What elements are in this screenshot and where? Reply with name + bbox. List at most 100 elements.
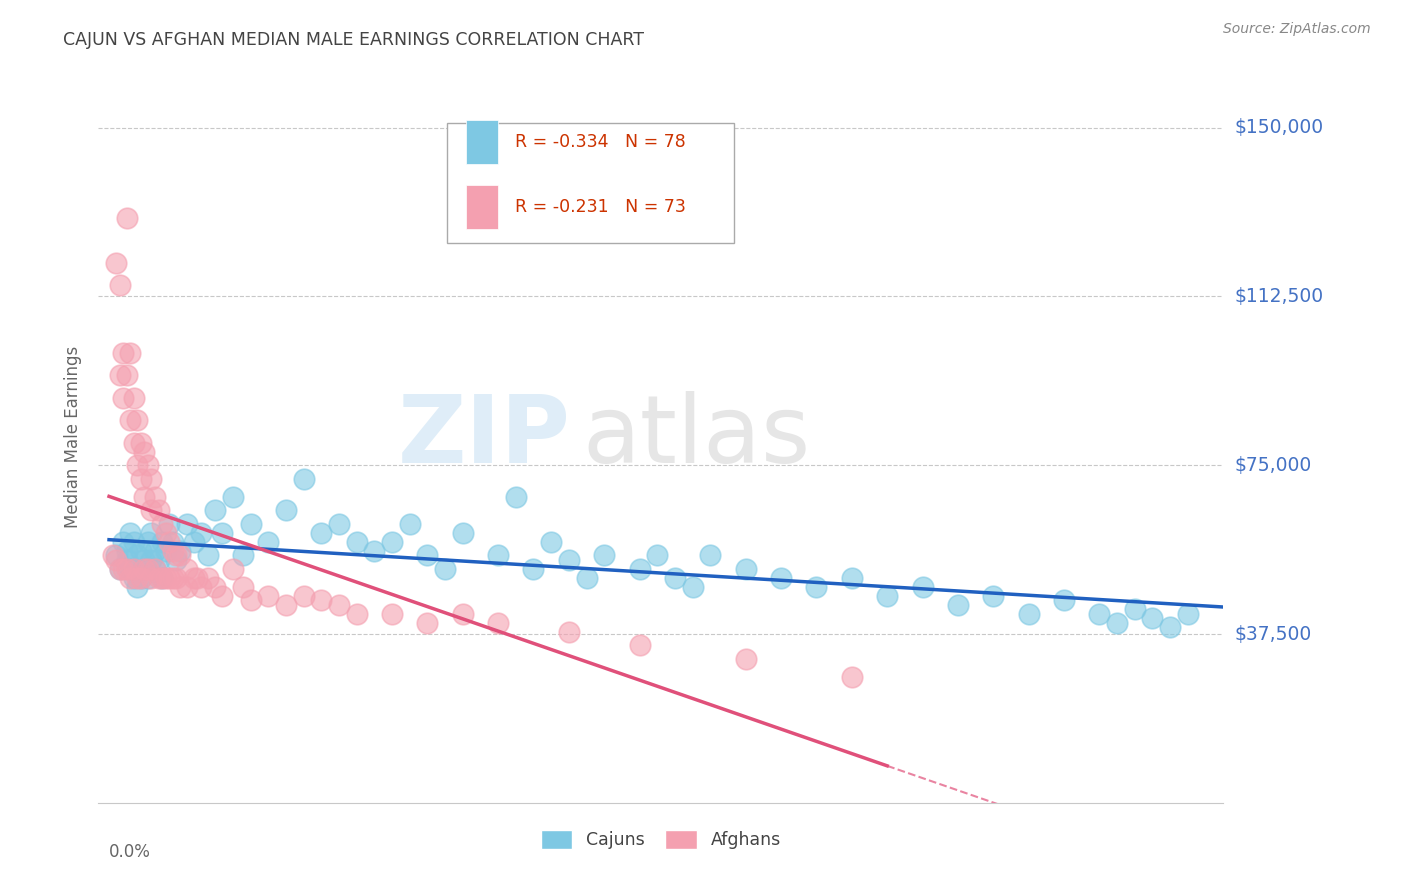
Point	[129, 571, 152, 585]
Point	[274, 598, 297, 612]
FancyBboxPatch shape	[467, 120, 498, 164]
FancyBboxPatch shape	[467, 185, 498, 228]
Point	[346, 534, 368, 549]
Point	[398, 516, 420, 531]
Point	[141, 503, 163, 517]
Point	[143, 562, 166, 576]
Point	[115, 368, 138, 383]
Text: 0.0%: 0.0%	[110, 843, 150, 861]
Point	[486, 548, 509, 562]
Point	[363, 543, 385, 558]
Point	[112, 391, 135, 405]
Point	[1088, 607, 1111, 621]
Point	[628, 562, 651, 576]
Point	[115, 562, 138, 576]
Point	[734, 652, 756, 666]
Point	[134, 444, 156, 458]
Point	[105, 255, 128, 269]
Point	[222, 490, 245, 504]
Point	[232, 580, 254, 594]
Point	[981, 589, 1004, 603]
Point	[127, 571, 149, 585]
Text: atlas: atlas	[582, 391, 810, 483]
Point	[155, 525, 177, 540]
Point	[1107, 615, 1129, 630]
Point	[112, 534, 135, 549]
Point	[257, 589, 280, 603]
Point	[122, 391, 145, 405]
Point	[575, 571, 598, 585]
Text: $75,000: $75,000	[1234, 456, 1312, 475]
Point	[309, 525, 332, 540]
Y-axis label: Median Male Earnings: Median Male Earnings	[63, 346, 82, 528]
Point	[593, 548, 616, 562]
Point	[108, 562, 131, 576]
Point	[122, 571, 145, 585]
Point	[946, 598, 969, 612]
Point	[112, 345, 135, 359]
Point	[129, 435, 152, 450]
Text: R = -0.334   N = 78: R = -0.334 N = 78	[515, 133, 685, 152]
Point	[157, 571, 180, 585]
Point	[876, 589, 898, 603]
Point	[134, 553, 156, 567]
Point	[1177, 607, 1199, 621]
Point	[143, 543, 166, 558]
Point	[108, 368, 131, 383]
Point	[162, 534, 184, 549]
Point	[143, 490, 166, 504]
Point	[108, 562, 131, 576]
Point	[122, 562, 145, 576]
Point	[134, 562, 156, 576]
Point	[558, 624, 581, 639]
Point	[197, 548, 219, 562]
Point	[664, 571, 686, 585]
Point	[190, 580, 212, 594]
Point	[381, 534, 404, 549]
Point	[522, 562, 544, 576]
Point	[239, 593, 262, 607]
Point	[148, 503, 170, 517]
Point	[211, 525, 233, 540]
Point	[292, 472, 315, 486]
Point	[136, 571, 159, 585]
Point	[120, 413, 142, 427]
Point	[148, 571, 170, 585]
Text: $112,500: $112,500	[1234, 287, 1323, 306]
Point	[120, 525, 142, 540]
Point	[169, 580, 191, 594]
Point	[211, 589, 233, 603]
Point	[346, 607, 368, 621]
Text: R = -0.231   N = 73: R = -0.231 N = 73	[515, 198, 686, 216]
Point	[134, 490, 156, 504]
Point	[734, 562, 756, 576]
Point	[105, 548, 128, 562]
FancyBboxPatch shape	[447, 122, 734, 244]
Point	[155, 543, 177, 558]
Point	[101, 548, 124, 562]
Point	[122, 534, 145, 549]
Point	[486, 615, 509, 630]
Point	[122, 435, 145, 450]
Point	[183, 534, 205, 549]
Point	[129, 472, 152, 486]
Point	[169, 548, 191, 562]
Point	[165, 548, 187, 562]
Point	[699, 548, 721, 562]
Point	[115, 553, 138, 567]
Point	[204, 580, 226, 594]
Point	[274, 503, 297, 517]
Point	[204, 503, 226, 517]
Point	[232, 548, 254, 562]
Point	[105, 553, 128, 567]
Point	[416, 548, 439, 562]
Point	[451, 607, 474, 621]
Point	[120, 345, 142, 359]
Point	[540, 534, 562, 549]
Text: ZIP: ZIP	[398, 391, 571, 483]
Point	[186, 571, 208, 585]
Point	[136, 458, 159, 473]
Point	[222, 562, 245, 576]
Point	[162, 571, 184, 585]
Point	[155, 571, 177, 585]
